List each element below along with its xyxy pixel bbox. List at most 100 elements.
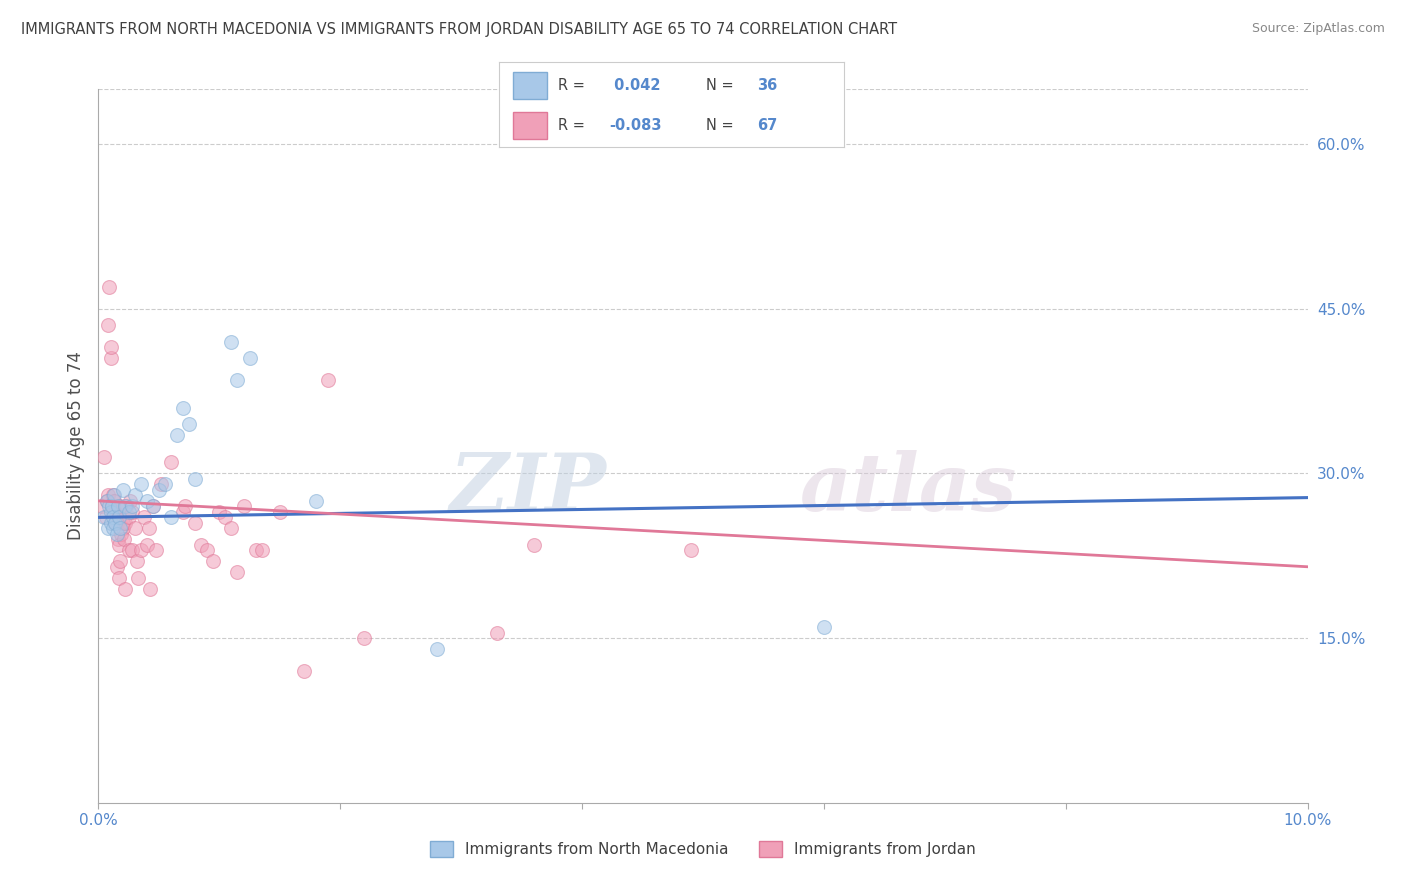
Point: [100, 500, 122, 514]
FancyBboxPatch shape: [513, 112, 547, 139]
Point: [108, 510, 131, 524]
Point: [114, 500, 136, 514]
Point: [124, 521, 146, 535]
Point: [426, 642, 449, 657]
Point: [94, 510, 117, 524]
Text: 0.042: 0.042: [609, 78, 661, 93]
Point: [179, 417, 201, 431]
Point: [138, 521, 160, 535]
Point: [108, 554, 131, 568]
Point: [110, 526, 132, 541]
Point: [114, 582, 136, 596]
Y-axis label: Disability Age 65 to 74: Disability Age 65 to 74: [66, 351, 84, 541]
Point: [97, 521, 120, 535]
Point: [101, 510, 124, 524]
Point: [97, 488, 120, 502]
Point: [121, 505, 143, 519]
Point: [174, 500, 197, 514]
Point: [160, 510, 183, 524]
Point: [108, 521, 131, 535]
Point: [118, 510, 141, 524]
Point: [100, 351, 122, 366]
Point: [245, 543, 267, 558]
Point: [184, 472, 207, 486]
Point: [239, 351, 262, 366]
Point: [103, 488, 125, 502]
Point: [226, 373, 249, 387]
Point: [118, 494, 141, 508]
Text: R =: R =: [558, 118, 585, 133]
Point: [135, 494, 157, 508]
Point: [101, 488, 124, 502]
Point: [105, 559, 128, 574]
Point: [153, 477, 176, 491]
Point: [353, 631, 375, 645]
Point: [226, 566, 249, 580]
Point: [108, 500, 131, 514]
Text: 36: 36: [758, 78, 778, 93]
Point: [523, 538, 546, 552]
Point: [112, 533, 135, 547]
Point: [108, 571, 131, 585]
Point: [148, 483, 170, 497]
Point: [104, 516, 127, 530]
Point: [172, 401, 194, 415]
Point: [98, 500, 121, 514]
Point: [129, 477, 152, 491]
Point: [115, 500, 138, 514]
Point: [292, 664, 315, 678]
Point: [202, 554, 225, 568]
Text: N =: N =: [706, 78, 734, 93]
Point: [100, 516, 122, 530]
Point: [93, 510, 115, 524]
Point: [96, 494, 118, 508]
Point: [100, 500, 122, 514]
Point: [172, 505, 194, 519]
Point: [97, 318, 120, 333]
Point: [166, 428, 188, 442]
Text: IMMIGRANTS FROM NORTH MACEDONIA VS IMMIGRANTS FROM JORDAN DISABILITY AGE 65 TO 7: IMMIGRANTS FROM NORTH MACEDONIA VS IMMIG…: [21, 22, 897, 37]
Point: [139, 582, 162, 596]
Point: [93, 450, 115, 464]
Point: [142, 500, 165, 514]
Legend: Immigrants from North Macedonia, Immigrants from Jordan: Immigrants from North Macedonia, Immigra…: [423, 835, 983, 863]
Point: [111, 483, 134, 497]
Point: [111, 521, 134, 535]
Point: [145, 543, 167, 558]
Point: [100, 340, 122, 354]
Point: [96, 494, 118, 508]
Point: [190, 538, 212, 552]
Point: [221, 334, 243, 349]
Point: [101, 505, 124, 519]
Text: R =: R =: [558, 78, 585, 93]
Point: [305, 494, 328, 508]
Text: N =: N =: [706, 118, 734, 133]
Point: [250, 543, 273, 558]
Point: [108, 538, 131, 552]
Point: [104, 516, 127, 530]
Point: [127, 554, 149, 568]
Point: [104, 505, 127, 519]
Point: [160, 455, 183, 469]
Point: [142, 500, 165, 514]
Point: [107, 500, 129, 514]
Point: [150, 477, 173, 491]
Point: [232, 500, 254, 514]
Point: [316, 373, 339, 387]
Point: [679, 543, 702, 558]
Point: [269, 505, 291, 519]
Point: [214, 510, 236, 524]
Point: [486, 625, 509, 640]
Point: [118, 505, 141, 519]
Point: [118, 543, 141, 558]
Point: [91, 500, 114, 514]
Point: [129, 543, 152, 558]
Text: ZIP: ZIP: [450, 450, 606, 527]
Point: [184, 516, 207, 530]
Text: 67: 67: [758, 118, 778, 133]
Point: [111, 516, 134, 530]
Point: [121, 500, 143, 514]
Point: [105, 516, 128, 530]
Point: [221, 521, 243, 535]
Point: [195, 543, 218, 558]
